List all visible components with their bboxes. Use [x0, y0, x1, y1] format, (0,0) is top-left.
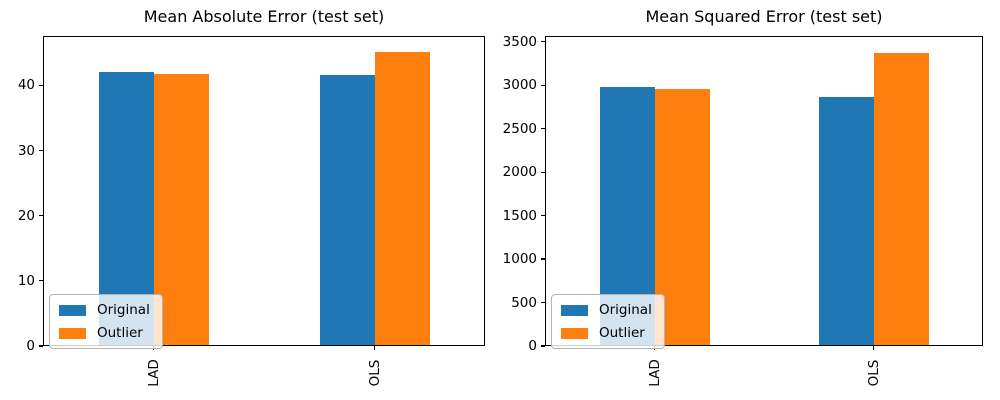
y-tick-label: 3500	[502, 33, 537, 50]
legend-item-original: Original	[59, 302, 150, 318]
y-tick-label: 500	[511, 294, 537, 311]
legend-label-outlier: Outlier	[599, 325, 645, 341]
y-tick-mark	[541, 301, 545, 304]
y-tick-label: 20	[17, 207, 35, 224]
y-tick-label: 2500	[502, 120, 537, 137]
y-tick-label: 30	[17, 142, 35, 159]
bar-outlier-ols	[374, 52, 430, 346]
y-tick-label: 0	[26, 338, 35, 354]
y-tick-mark	[39, 150, 43, 152]
y-tick-label: 0	[528, 338, 537, 354]
y-tick-mark	[39, 280, 43, 282]
y-tick-label: 3000	[502, 77, 537, 94]
y-tick-label: 2000	[502, 164, 537, 181]
y-tick-mark	[541, 128, 545, 130]
mse-chart: Mean Squared Error (test set) 0 500 1000 15…	[503, 7, 983, 387]
x-tick-label-lad: LAD	[646, 359, 663, 387]
x-tick-label-ols: OLS	[366, 359, 383, 387]
y-tick-mark	[541, 345, 545, 347]
mse-legend: Original Outlier	[551, 294, 665, 349]
outlier-series-swatch	[561, 327, 588, 339]
y-tick-label: 10	[17, 272, 35, 289]
legend-item-outlier: Outlier	[59, 325, 150, 341]
x-tick-mark	[872, 346, 875, 350]
legend-label-original: Original	[599, 302, 652, 318]
legend-item-original: Original	[561, 302, 652, 318]
y-tick-mark	[39, 84, 43, 87]
bar-original-ols	[319, 75, 375, 346]
legend-item-outlier: Outlier	[561, 325, 652, 341]
y-tick-mark	[541, 215, 545, 217]
bar-original-ols	[818, 96, 874, 346]
bar-outlier-ols	[873, 52, 929, 346]
mse-chart-title: Mean Squared Error (test set)	[645, 7, 883, 26]
original-series-swatch	[59, 304, 86, 316]
y-tick-mark	[541, 171, 545, 173]
x-tick-label-ols: OLS	[865, 359, 882, 387]
y-tick-label: 1500	[502, 207, 537, 224]
legend-label-original: Original	[97, 302, 150, 318]
legend-label-outlier: Outlier	[97, 325, 143, 341]
y-tick-mark	[541, 258, 545, 260]
y-tick-mark	[541, 41, 545, 43]
x-tick-label-lad: LAD	[145, 359, 162, 387]
mae-chart: Mean Absolute Error (test set) 0 10 20 30 40…	[18, 7, 485, 387]
outlier-series-swatch	[59, 327, 86, 339]
y-tick-mark	[39, 345, 43, 347]
y-tick-label: 40	[17, 77, 35, 94]
original-series-swatch	[561, 304, 588, 316]
y-tick-label: 1000	[502, 251, 537, 268]
y-tick-mark	[39, 215, 43, 217]
x-tick-mark	[373, 346, 376, 350]
y-tick-mark	[541, 84, 545, 86]
mae-legend: Original Outlier	[49, 294, 163, 349]
mae-chart-title: Mean Absolute Error (test set)	[143, 7, 385, 26]
